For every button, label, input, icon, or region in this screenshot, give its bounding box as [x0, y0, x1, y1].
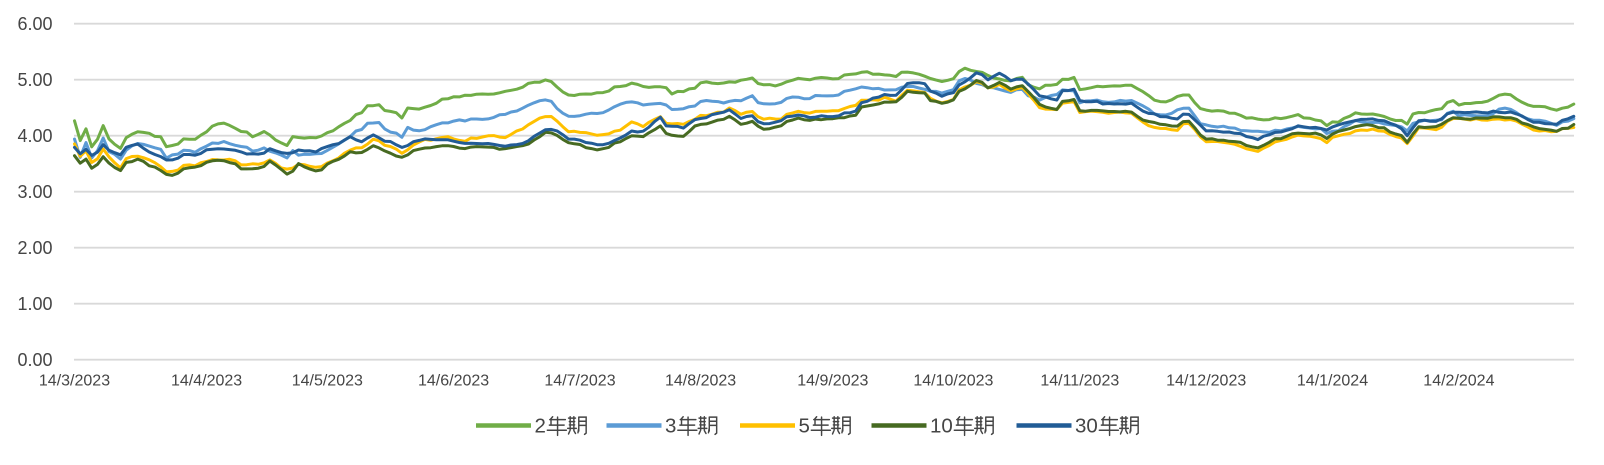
svg-text:14/12/2023: 14/12/2023: [1166, 373, 1246, 390]
svg-text:14/2/2024: 14/2/2024: [1423, 373, 1494, 390]
svg-text:14/11/2023: 14/11/2023: [1040, 373, 1119, 390]
svg-text:14/5/2023: 14/5/2023: [292, 373, 363, 390]
svg-text:3: 3: [665, 415, 676, 438]
svg-text:1.00: 1.00: [17, 294, 52, 314]
svg-text:14/6/2023: 14/6/2023: [418, 373, 489, 390]
svg-text:0.00: 0.00: [17, 350, 52, 370]
svg-text:4.00: 4.00: [17, 126, 52, 146]
svg-text:14/7/2023: 14/7/2023: [544, 373, 615, 390]
svg-text:14/9/2023: 14/9/2023: [797, 373, 868, 390]
svg-text:14/1/2024: 14/1/2024: [1297, 373, 1368, 390]
svg-text:30: 30: [1075, 415, 1098, 438]
svg-text:10: 10: [930, 415, 953, 438]
svg-text:2: 2: [535, 415, 546, 438]
svg-text:5: 5: [799, 415, 810, 438]
svg-text:14/3/2023: 14/3/2023: [39, 373, 110, 390]
svg-text:14/4/2023: 14/4/2023: [171, 373, 242, 390]
svg-text:2.00: 2.00: [17, 238, 52, 258]
svg-text:3.00: 3.00: [17, 182, 52, 202]
svg-text:14/8/2023: 14/8/2023: [665, 373, 736, 390]
svg-text:5.00: 5.00: [17, 70, 52, 90]
svg-text:14/10/2023: 14/10/2023: [913, 373, 993, 390]
svg-text:6.00: 6.00: [17, 14, 52, 34]
